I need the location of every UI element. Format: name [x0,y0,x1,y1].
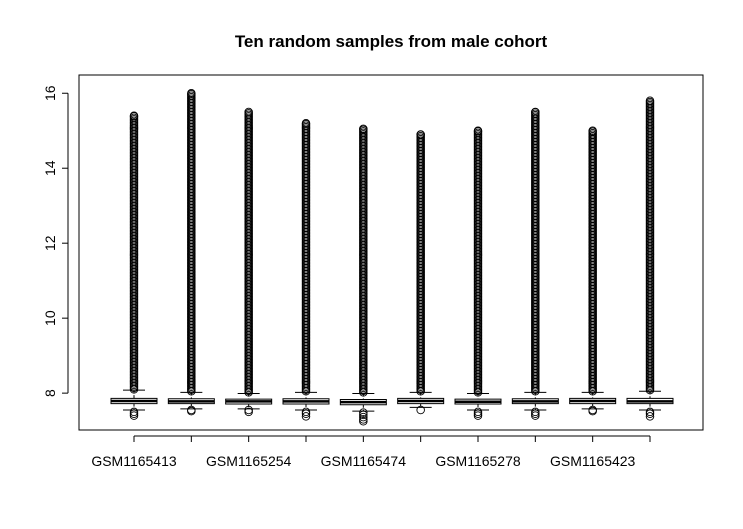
outliers-low [588,405,597,416]
outlier-point [187,406,196,416]
box-series [225,107,273,417]
box-series [397,130,445,415]
outlier-point [588,406,597,416]
x-tick-label: GSM1165278 [435,453,521,469]
box-series [339,124,387,426]
outliers-high [301,118,311,396]
outlier-point [244,405,253,415]
outliers-high [588,126,597,396]
outlier-point [359,124,368,134]
outliers-low [187,405,196,416]
outlier-point [531,411,540,420]
outlier-point [301,118,311,128]
y-tick-label: 16 [42,85,58,101]
outlier-point [531,409,540,419]
outliers-high [645,96,655,395]
outlier-point [129,409,139,419]
outlier-point [416,130,425,139]
box-series [626,96,674,421]
outlier-point [645,412,655,421]
boxes [110,88,674,426]
outlier-point [244,107,253,117]
box-series [167,88,215,416]
outliers-high [416,130,425,396]
y-tick-label: 8 [42,389,58,397]
chart-title: Ten random samples from male cohort [235,32,548,51]
outlier-point [244,407,253,417]
outlier-point [531,107,540,117]
y-tick-label: 10 [42,310,58,326]
outlier-point [301,412,311,421]
outliers-high [473,126,483,397]
outlier-point [187,88,196,98]
x-tick-label: GSM1165423 [550,453,636,469]
outlier-point [359,412,368,422]
x-axis: GSM1165413 GSM1165254 GSM1165474 GSM1165278… [91,435,651,469]
outlier-point [645,96,655,105]
outlier-point [129,411,139,420]
outliers-high [187,88,196,396]
plot-frame [78,74,704,431]
outliers-low [301,407,311,421]
outliers-low [244,405,253,417]
outlier-point [473,411,483,420]
outlier-point [359,417,368,426]
outlier-point [588,126,597,135]
outliers-high [359,124,368,397]
outliers-high [244,107,253,397]
outliers-high [129,111,139,394]
outlier-point [129,111,139,120]
outlier-point [359,408,368,417]
outlier-point [473,126,483,135]
x-tick-label: GSM1165474 [321,453,407,469]
y-tick-label: 12 [42,235,58,251]
outliers-low [359,408,368,426]
y-tick-label: 14 [42,160,58,176]
outlier-point [473,409,483,419]
x-tick-label: GSM1165413 [91,453,177,469]
box-series [511,107,559,420]
outliers-high [531,107,540,396]
box-series [569,126,617,416]
box-series [454,126,502,420]
box-series [282,118,330,421]
y-axis: 8 10 12 14 16 [42,85,69,397]
box-series [110,111,158,420]
x-tick-label: GSM1165254 [206,453,292,469]
